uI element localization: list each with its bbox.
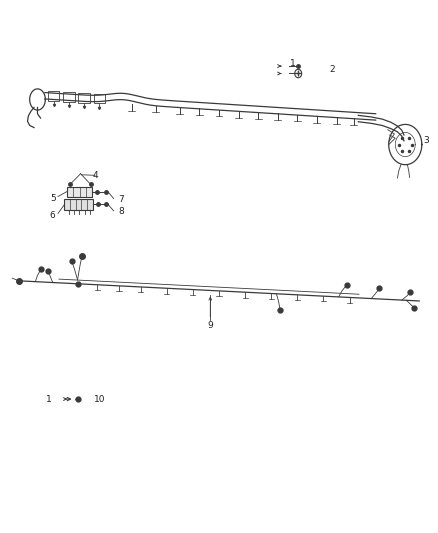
Text: 1: 1 bbox=[290, 60, 296, 68]
Text: 1: 1 bbox=[46, 394, 52, 403]
Text: 10: 10 bbox=[94, 394, 105, 403]
Bar bbox=[64, 199, 93, 210]
Text: 9: 9 bbox=[208, 321, 213, 330]
Text: 5: 5 bbox=[50, 194, 56, 203]
Text: 7: 7 bbox=[118, 195, 124, 204]
Text: 3: 3 bbox=[423, 136, 429, 145]
Text: 2: 2 bbox=[329, 64, 335, 74]
Bar bbox=[67, 187, 92, 197]
Text: 4: 4 bbox=[92, 171, 98, 180]
Text: 8: 8 bbox=[118, 207, 124, 216]
Text: 6: 6 bbox=[50, 211, 56, 220]
